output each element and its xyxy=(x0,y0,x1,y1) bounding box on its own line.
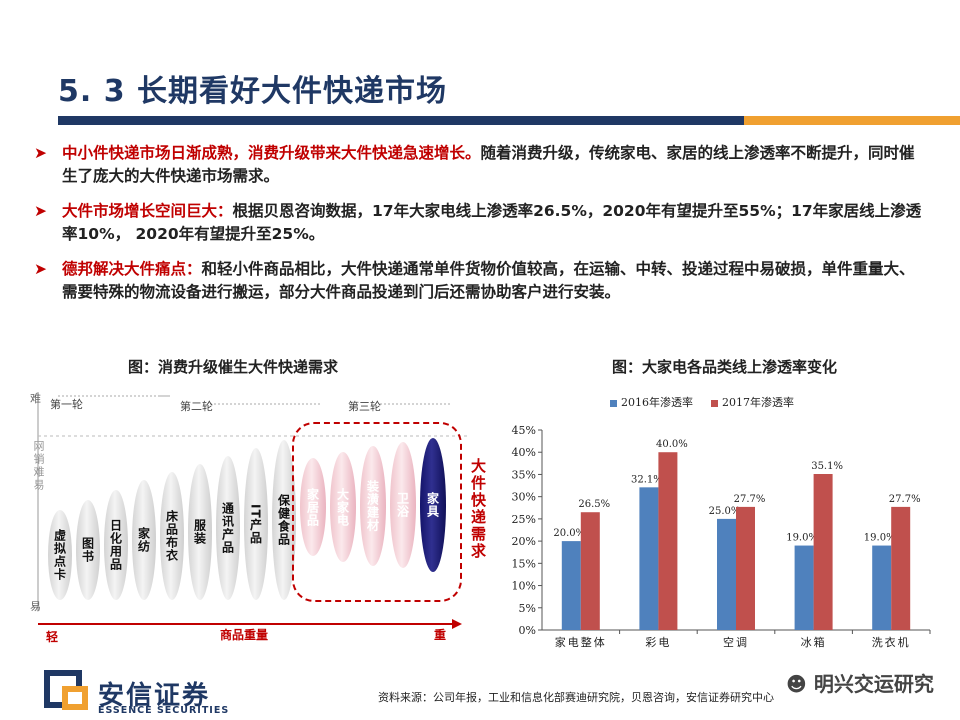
x-axis-title: 商品重量 xyxy=(220,628,269,642)
title-underline-blue xyxy=(58,116,744,125)
chart-legend: 2016年渗透率 2017年渗透率 xyxy=(610,394,794,410)
bullet-text: 根据贝恩咨询数据，17年大家电线上渗透率26.5%，2020年有望提升至55%；… xyxy=(62,202,922,243)
data-label: 40.0% xyxy=(656,439,688,450)
data-label: 19.0% xyxy=(864,533,896,544)
bullet-item: ➤ 大件市场增长空间巨大：根据贝恩咨询数据，17年大家电线上渗透率26.5%，2… xyxy=(34,200,924,246)
category-pill: 大家电 xyxy=(330,452,356,562)
bar xyxy=(794,545,814,630)
bar xyxy=(639,487,659,630)
diagram-axes xyxy=(37,392,470,629)
bar xyxy=(580,512,600,630)
wechat-icon: ☻ xyxy=(786,672,807,696)
y-tick-label: 20% xyxy=(512,535,536,548)
arrow-bullet-icon: ➤ xyxy=(34,202,47,220)
legend-swatch xyxy=(610,399,617,407)
category-pill: 床品布衣 xyxy=(160,472,184,600)
data-label: 27.7% xyxy=(889,494,921,505)
essence-logo-icon xyxy=(44,670,88,710)
data-label: 32.1% xyxy=(631,474,663,485)
category-pill: 家纺 xyxy=(132,480,156,600)
category-pill: 通讯产品 xyxy=(216,456,240,600)
category-pill: 家具 xyxy=(420,438,446,572)
y-tick-label: 40% xyxy=(512,446,536,459)
legend-item: 2017年渗透率 xyxy=(711,394,794,410)
category-pill: 卫浴 xyxy=(390,442,416,568)
y-tick-label: 0% xyxy=(519,624,536,637)
legend-item: 2016年渗透率 xyxy=(610,394,693,410)
category-pill: 虚拟点卡 xyxy=(48,510,72,600)
x-tick-label: 家电整体 xyxy=(555,635,607,649)
category-pill: 装潢建材 xyxy=(360,446,386,566)
bar xyxy=(736,506,755,630)
category-pill: 日化用品 xyxy=(104,490,128,600)
bar xyxy=(561,541,581,630)
right-figure-title: 图：大家电各品类线上渗透率变化 xyxy=(612,358,838,376)
x-axis-right-label: 重 xyxy=(434,628,447,642)
bullet-item: ➤ 中小件快递市场日渐成熟，消费升级带来大件快递急速增长。随着消费升级，传统家电… xyxy=(34,142,924,188)
data-label: 35.1% xyxy=(811,461,843,472)
large-item-demand-note: 大件快递需求 xyxy=(469,458,487,560)
bullet-highlight: 中小件快递市场日渐成熟，消费升级带来大件快递急速增长。 xyxy=(62,144,481,162)
logo-english-name: ESSENCE SECURITIES xyxy=(98,705,230,716)
penetration-bar-chart: 2016年渗透率 2017年渗透率 0% 5% 10% 15% 20% 25% 30% 35%… xyxy=(500,388,940,658)
round-label: 第一轮 xyxy=(50,398,83,411)
logo-chinese-name: 安信证券 xyxy=(98,681,211,711)
x-axis-left-label: 轻 xyxy=(46,630,59,644)
x-tick-label: 彩电 xyxy=(645,636,671,649)
bullet-highlight: 大件市场增长空间巨大： xyxy=(62,202,233,220)
y-axis-top-label: 难 xyxy=(30,392,41,405)
bar xyxy=(813,474,833,630)
category-pill: 服装 xyxy=(188,464,212,600)
data-label: 26.5% xyxy=(578,499,610,510)
bullet-highlight: 德邦解决大件痛点： xyxy=(62,260,202,278)
y-tick-label: 25% xyxy=(512,513,536,526)
y-tick-label: 10% xyxy=(512,580,536,593)
bullet-text: 和轻小件商品相比，大件快递通常单件货物价值较高，在运输、中转、投递过程中易破损，… xyxy=(62,260,915,301)
chart-plot: 0% 5% 10% 15% 20% 25% 30% 35% 40% 45% 家电整体 20.0% 26.… xyxy=(512,424,931,649)
x-tick-label: 空调 xyxy=(723,635,749,649)
y-axis-title: 网销难易 xyxy=(32,440,45,492)
y-axis-bottom-label: 易 xyxy=(30,600,41,613)
data-label: 19.0% xyxy=(786,533,818,544)
arrow-bullet-icon: ➤ xyxy=(34,260,47,278)
category-pill: 家居品 xyxy=(300,458,326,556)
y-tick-label: 45% xyxy=(512,424,536,437)
arrow-bullet-icon: ➤ xyxy=(34,144,47,162)
bar xyxy=(872,545,892,630)
y-tick-label: 35% xyxy=(512,468,536,481)
data-label: 25.0% xyxy=(709,506,741,517)
y-tick-label: 5% xyxy=(519,602,536,615)
legend-swatch xyxy=(711,399,718,407)
x-tick-label: 洗衣机 xyxy=(872,635,911,649)
bar xyxy=(891,506,911,630)
round-label: 第二轮 xyxy=(180,400,213,413)
bar xyxy=(658,452,678,630)
category-pill: 图书 xyxy=(76,500,100,600)
source-note: 资料来源：公司年报，工业和信息化部赛迪研究院，贝恩咨询，安信证券研究中心 xyxy=(378,691,774,704)
large-item-highlight-box xyxy=(292,422,462,602)
bar xyxy=(717,518,736,630)
data-label: 27.7% xyxy=(734,494,766,505)
category-pill: IT产品 xyxy=(244,448,268,600)
x-tick-label: 冰箱 xyxy=(801,635,827,649)
consumption-upgrade-diagram: 第一轮 第二轮 第三轮 难 网销难易 易 轻 商品重量 重 虚拟点卡 图书 日化… xyxy=(20,388,487,644)
bullet-text: 随着消费升级，传统家电、家居的线上渗透率不断提升，同时催生了庞大的大件快递市场需… xyxy=(62,144,915,185)
y-tick-label: 15% xyxy=(512,557,536,570)
page-title: 5. 3 长期看好大件快递市场 xyxy=(58,74,448,109)
data-label: 20.0% xyxy=(553,528,585,539)
left-figure-title: 图：消费升级催生大件快递需求 xyxy=(128,358,339,376)
title-underline-orange xyxy=(744,116,960,125)
bullet-item: ➤ 德邦解决大件痛点：和轻小件商品相比，大件快递通常单件货物价值较高，在运输、中… xyxy=(34,258,924,304)
round-label: 第三轮 xyxy=(348,400,381,413)
bullet-list: ➤ 中小件快递市场日渐成熟，消费升级带来大件快递急速增长。随着消费升级，传统家电… xyxy=(34,142,924,316)
wechat-watermark: ☻ 明兴交运研究 xyxy=(786,672,934,696)
y-tick-label: 30% xyxy=(512,491,536,504)
